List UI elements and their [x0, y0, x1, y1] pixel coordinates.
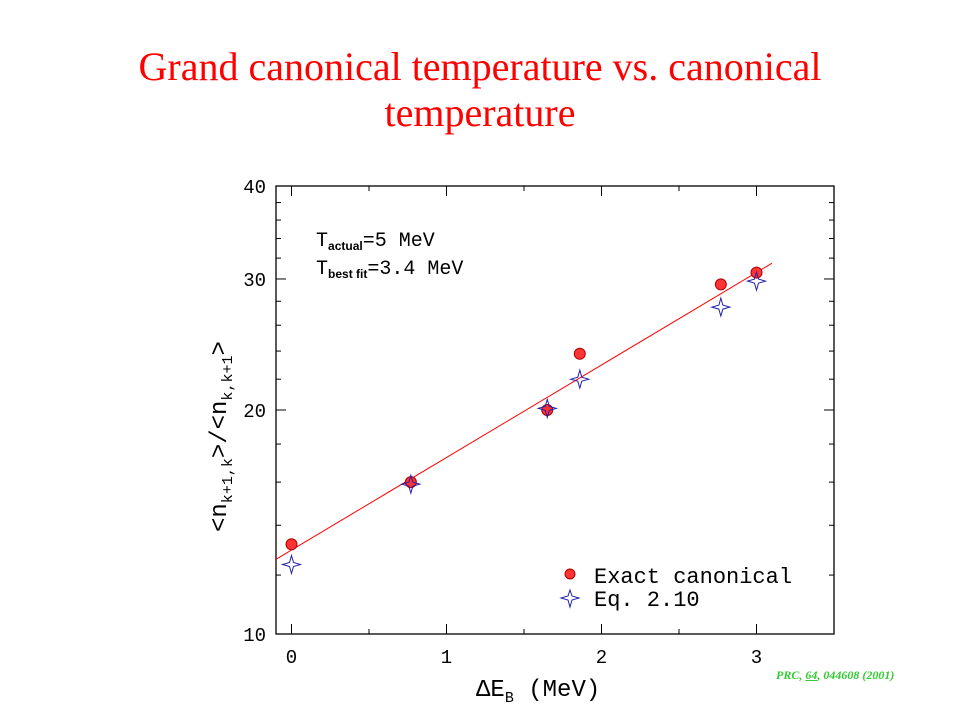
- y-axis-label: <nk+1,k>/<nk,k+1>: [207, 341, 237, 532]
- annotation-t-best-fit: Tbest fit=3.4 MeV: [316, 258, 463, 281]
- citation: PRC, 64, 044608 (2001): [776, 668, 894, 683]
- legend-eq-label: Eq. 2.10: [594, 588, 700, 613]
- exact-canonical-point: [285, 538, 298, 551]
- y-label-sub2: k,k+1: [220, 356, 237, 401]
- eq-2-10-point: [400, 473, 422, 495]
- annotation-2-rest: =3.4 MeV: [367, 258, 463, 281]
- x-label-sub: B: [505, 690, 514, 707]
- y-tick-label: 20: [243, 401, 266, 423]
- data-marks: [280, 266, 768, 576]
- y-tick-label: 40: [243, 177, 266, 199]
- y-tick-label: 30: [243, 270, 266, 292]
- slide-title: Grand canonical temperature vs. canonica…: [0, 44, 960, 136]
- eq-2-10-point: [568, 368, 591, 391]
- annotation-1-rest: =5 MeV: [363, 230, 435, 253]
- annotation-box: Tactual=5 MeV Tbest fit=3.4 MeV: [316, 230, 463, 281]
- y-label-sub1: k+1,k: [220, 458, 237, 503]
- exact-canonical-point: [714, 278, 727, 291]
- eq-2-10-point: [710, 296, 732, 318]
- y-tick-label: 10: [243, 625, 266, 647]
- tick-labels: 0 1 2 3 10 20 30 40: [243, 177, 762, 669]
- exact-canonical-point: [573, 347, 586, 360]
- x-tick-label: 0: [286, 647, 297, 669]
- eq-2-10-point: [280, 553, 303, 576]
- axis-ticks: [276, 185, 835, 635]
- x-tick-label: 1: [441, 647, 452, 669]
- legend: Exact canonical Eq. 2.10: [559, 565, 792, 613]
- y-label-mid: >/<n: [207, 401, 234, 459]
- y-label-close: >: [207, 341, 234, 355]
- y-label-open: <n: [207, 503, 234, 532]
- title-line-1: Grand canonical temperature vs. canonica…: [138, 44, 822, 89]
- legend-exact-marker: [564, 568, 576, 580]
- exact-canonical-point: [541, 404, 554, 416]
- annotation-1-main: T: [316, 230, 328, 253]
- x-label-unit: (MeV): [514, 677, 600, 704]
- x-axis-label: ΔEB (MeV): [476, 677, 600, 707]
- legend-eq-marker: [559, 588, 581, 609]
- x-tick-label: 2: [596, 647, 607, 669]
- citation-volume: 64: [805, 668, 818, 682]
- eq-2-10-point: [745, 270, 768, 292]
- annotation-1-sub: actual: [328, 239, 363, 253]
- annotation-2-sub: best fit: [328, 267, 367, 281]
- annotation-t-actual: Tactual=5 MeV: [316, 230, 435, 253]
- citation-prefix: PRC,: [776, 668, 806, 682]
- title-line-2: temperature: [384, 90, 576, 135]
- annotation-2-main: T: [316, 258, 328, 281]
- x-tick-label: 3: [751, 647, 762, 669]
- eq-2-10-point: [536, 397, 559, 420]
- fit-line: [275, 262, 773, 560]
- x-label-main: ΔE: [476, 677, 505, 704]
- citation-suffix: , 044608 (2001): [817, 668, 895, 682]
- legend-exact-label: Exact canonical: [594, 565, 792, 590]
